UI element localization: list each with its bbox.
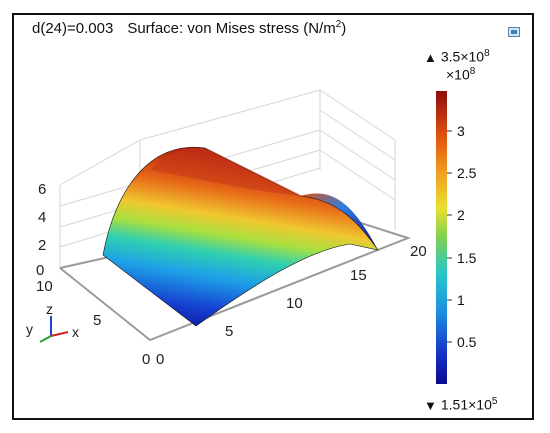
z-tick: 2 <box>38 237 46 254</box>
window-icon[interactable] <box>508 27 520 37</box>
x-tick: 10 <box>286 295 303 312</box>
y-tick: 5 <box>93 312 101 329</box>
plot-title: d(24)=0.003 Surface: von Mises stress (N/… <box>32 19 346 37</box>
colorbar-tick-label: 3 <box>457 123 465 139</box>
x-tick: 0 <box>156 351 164 368</box>
triad-x-label: x <box>72 324 79 340</box>
colorbar-tick-label: 0.5 <box>457 334 477 350</box>
x-axis: 0 5 10 15 20 <box>156 243 427 368</box>
x-tick: 20 <box>410 243 427 260</box>
stress-surface[interactable] <box>102 146 379 327</box>
colorbar-tick-label: 1.5 <box>457 250 477 266</box>
colorbar-tick-label: 2.5 <box>457 165 477 181</box>
surface-highlight <box>150 148 305 197</box>
surface-title-sup: 2 <box>335 19 342 30</box>
triad-y-label: y <box>26 321 33 337</box>
z-axis: 0 2 4 6 <box>36 181 46 279</box>
z-tick: 0 <box>36 262 44 279</box>
colorbar <box>436 91 447 384</box>
surface-title: Surface: von Mises stress (N/m <box>127 20 336 37</box>
triangle-up-icon: ▲ <box>424 49 437 65</box>
surface-title-tail: ) <box>341 20 347 37</box>
y-axis: 10 5 0 <box>36 278 150 368</box>
colorbar-ticks <box>447 130 452 343</box>
colorbar-tick-label: 2 <box>457 207 465 223</box>
axis-triad: z x y <box>26 301 79 343</box>
x-tick: 15 <box>350 267 367 284</box>
colorbar-scale-label: ×108 <box>446 66 476 83</box>
z-tick: 4 <box>38 209 46 226</box>
triangle-down-icon: ▼ <box>424 397 437 413</box>
colorbar-max-label: ▲ 3.5×108 <box>424 48 490 65</box>
triad-z-label: z <box>46 301 53 317</box>
colorbar-tick-label: 1 <box>457 292 465 308</box>
y-tick: 10 <box>36 278 53 295</box>
y-tick: 0 <box>142 351 150 368</box>
colorbar-min-label: ▼ 1.51×105 <box>424 396 498 413</box>
z-tick: 6 <box>38 181 46 198</box>
x-tick: 5 <box>225 323 233 340</box>
parameter-label: d(24)=0.003 <box>32 20 114 37</box>
